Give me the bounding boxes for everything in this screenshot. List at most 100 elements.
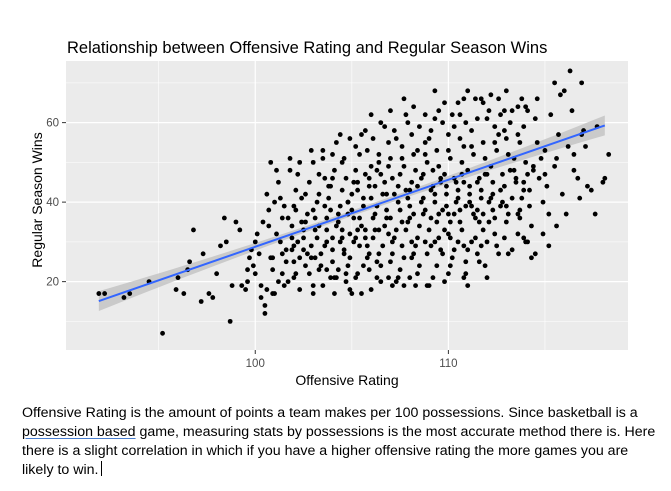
data-point bbox=[536, 175, 542, 181]
data-point bbox=[366, 183, 372, 189]
data-point bbox=[515, 132, 521, 137]
data-point bbox=[339, 159, 345, 165]
data-point bbox=[496, 251, 502, 257]
data-point bbox=[445, 132, 451, 137]
data-point bbox=[223, 239, 229, 245]
data-point bbox=[407, 275, 413, 281]
data-point bbox=[428, 243, 434, 249]
chart-title: Relationship between Offensive Rating an… bbox=[67, 39, 547, 57]
data-point bbox=[424, 251, 430, 257]
data-point bbox=[463, 271, 469, 277]
data-point bbox=[268, 159, 274, 165]
data-point bbox=[351, 215, 357, 221]
data-point bbox=[272, 199, 277, 205]
data-point bbox=[473, 96, 478, 102]
data-point bbox=[606, 152, 612, 157]
data-point bbox=[366, 267, 372, 273]
data-point bbox=[444, 203, 449, 209]
caption-text[interactable]: Offensive Rating is the amount of points… bbox=[22, 404, 662, 480]
data-point bbox=[287, 167, 293, 173]
data-point bbox=[444, 191, 449, 197]
data-point bbox=[490, 179, 496, 185]
data-point bbox=[384, 215, 389, 221]
data-point bbox=[409, 132, 415, 137]
data-point bbox=[420, 211, 426, 217]
data-point bbox=[422, 140, 428, 145]
data-point bbox=[289, 223, 295, 229]
data-point bbox=[276, 179, 281, 185]
data-point bbox=[488, 92, 494, 98]
data-point bbox=[247, 255, 252, 261]
data-point bbox=[405, 195, 411, 201]
data-point bbox=[513, 175, 519, 181]
data-point bbox=[320, 148, 326, 153]
data-point bbox=[333, 140, 339, 145]
data-point bbox=[306, 271, 312, 277]
data-point bbox=[525, 108, 530, 114]
data-point bbox=[198, 299, 204, 304]
data-point bbox=[469, 144, 474, 149]
data-point bbox=[399, 155, 405, 161]
data-point bbox=[96, 291, 102, 296]
data-point bbox=[428, 215, 434, 221]
data-point bbox=[384, 191, 389, 197]
data-point bbox=[314, 199, 320, 205]
data-point bbox=[289, 247, 295, 253]
data-point bbox=[277, 195, 283, 201]
data-point bbox=[264, 191, 270, 197]
data-point bbox=[355, 271, 361, 277]
data-point bbox=[440, 120, 445, 126]
data-point bbox=[444, 183, 449, 189]
data-point bbox=[303, 191, 308, 197]
data-point bbox=[283, 247, 289, 253]
data-point bbox=[405, 219, 411, 225]
data-point bbox=[513, 179, 519, 185]
data-point bbox=[469, 128, 474, 133]
data-point bbox=[306, 179, 312, 185]
data-point bbox=[339, 227, 345, 233]
data-point bbox=[438, 247, 444, 253]
data-point bbox=[407, 187, 413, 193]
data-point bbox=[347, 231, 353, 237]
data-point bbox=[496, 132, 502, 137]
data-point bbox=[527, 203, 532, 209]
data-point bbox=[449, 112, 455, 118]
data-point bbox=[301, 247, 306, 253]
data-point bbox=[484, 116, 490, 122]
data-point bbox=[409, 255, 415, 261]
data-point bbox=[386, 275, 391, 281]
data-point bbox=[501, 235, 507, 241]
data-point bbox=[270, 267, 276, 273]
data-point bbox=[417, 223, 422, 229]
data-point bbox=[517, 140, 523, 145]
data-point bbox=[447, 235, 453, 241]
data-point bbox=[299, 195, 305, 201]
data-point bbox=[378, 171, 384, 177]
data-point bbox=[428, 128, 434, 133]
regression-line bbox=[98, 124, 606, 303]
data-point bbox=[579, 80, 585, 86]
data-point bbox=[308, 243, 314, 249]
data-point bbox=[320, 155, 326, 161]
data-point bbox=[335, 219, 341, 225]
data-point bbox=[347, 287, 353, 292]
data-point bbox=[252, 271, 258, 277]
data-point bbox=[318, 251, 324, 257]
data-point bbox=[492, 140, 498, 145]
data-point bbox=[359, 223, 364, 229]
data-point bbox=[316, 171, 322, 177]
data-point bbox=[210, 295, 216, 300]
scatter-chart: Relationship between Offensive Rating an… bbox=[29, 39, 628, 388]
data-point bbox=[409, 239, 415, 245]
data-point bbox=[368, 195, 374, 201]
data-point bbox=[391, 191, 397, 197]
data-point bbox=[330, 247, 335, 253]
data-point bbox=[474, 179, 480, 185]
data-point bbox=[229, 283, 235, 289]
data-point bbox=[285, 215, 291, 221]
data-point bbox=[530, 163, 536, 169]
data-point bbox=[482, 263, 488, 269]
data-point bbox=[600, 179, 606, 185]
data-point bbox=[480, 140, 486, 145]
data-point bbox=[364, 148, 370, 153]
